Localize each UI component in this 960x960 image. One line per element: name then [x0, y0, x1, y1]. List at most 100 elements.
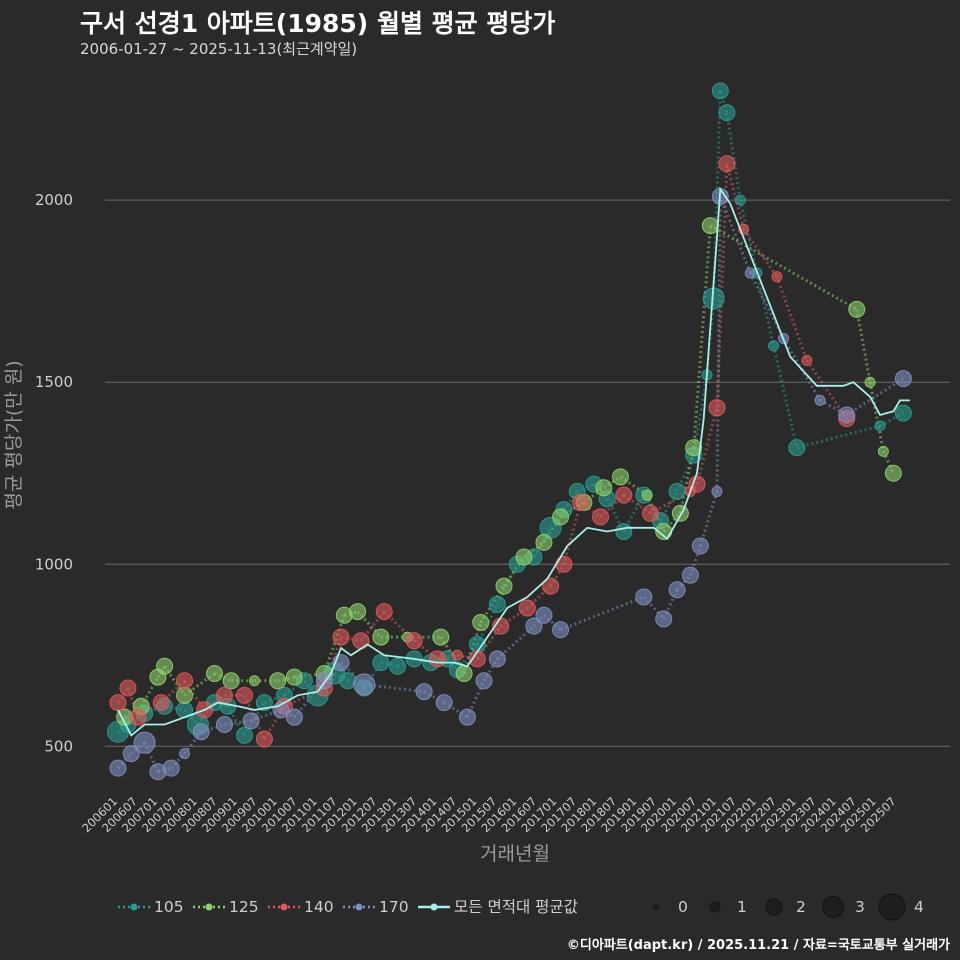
average-line [117, 186, 910, 737]
connector-105-44 [796, 424, 881, 450]
point-125-2020-11 [701, 217, 719, 235]
point-140-2012-02 [352, 632, 370, 650]
y-tick-500: 500 [44, 737, 73, 755]
y-tick-labels: 500 1000 1500 2000 [35, 191, 73, 755]
connector-105-36 [692, 374, 709, 456]
point-105-2021-04 [718, 104, 736, 122]
point-125-2010-01 [269, 672, 287, 690]
point-140-2006-01 [109, 694, 127, 712]
point-170-2007-05 [162, 759, 180, 777]
series-connectors [116, 90, 905, 774]
point-140-2007-09 [176, 672, 194, 690]
point-140-2011-08 [332, 628, 350, 646]
size-legend-label-4: 4 [914, 898, 924, 916]
connector-125-29 [692, 225, 712, 448]
point-170-2015-07 [488, 650, 506, 668]
point-125-2010-06 [285, 668, 303, 686]
y-tick-1000: 1000 [35, 555, 73, 573]
connector-140-32 [775, 276, 809, 361]
legend-dot-105 [130, 903, 138, 911]
point-105-2020-01 [668, 482, 686, 500]
point-140-2018-02 [592, 508, 610, 526]
point-170-2019-03 [635, 588, 653, 606]
y-tick-1500: 1500 [35, 373, 73, 391]
point-105-2013-01 [389, 657, 407, 675]
point-125-2019-04 [641, 489, 653, 501]
point-125-2015-02 [472, 614, 490, 632]
size-legend-circle-2 [765, 898, 783, 916]
point-170-2017-02 [552, 621, 570, 639]
legend-dot-170 [355, 903, 363, 911]
point-170-2006-09 [133, 731, 156, 754]
point-125-2020-06 [685, 439, 703, 457]
connector-140-22 [562, 501, 583, 565]
size-legend-circle-3 [822, 896, 844, 918]
point-140-2019-05 [641, 504, 659, 522]
point-125-2007-03 [156, 657, 174, 675]
connector-125-32 [868, 381, 885, 452]
point-170-2008-09 [215, 715, 233, 733]
point-140-2014-07 [451, 649, 463, 661]
point-170-2025-09 [894, 370, 912, 388]
point-125-2014-09 [455, 664, 473, 682]
legend-label-140: 140 [304, 898, 334, 916]
point-170-2021-01 [711, 485, 723, 497]
point-125-2020-02 [671, 504, 689, 522]
point-140-2012-09 [375, 603, 393, 621]
point-125-2012-01 [349, 603, 367, 621]
point-105-2021-02 [711, 82, 729, 100]
chart-title: 구서 선경1 아파트(1985) 월별 평균 평당가 [80, 9, 556, 38]
connector-105-39 [718, 90, 729, 114]
point-105-2011-10 [339, 672, 357, 690]
legend-dot-125 [205, 903, 213, 911]
connector-170-21 [542, 614, 562, 631]
point-125-2016-09 [535, 533, 553, 551]
point-170-2021-11 [744, 267, 756, 279]
point-170-2008-02 [192, 723, 210, 741]
point-170-2006-01 [109, 759, 127, 777]
point-170-2016-09 [535, 606, 553, 624]
point-105-2009-03 [235, 726, 253, 744]
point-170-2020-05 [681, 566, 699, 584]
x-tick-labels: 2006012006072007012007072008012008072009… [79, 794, 899, 835]
point-140-2009-03 [235, 686, 253, 704]
point-125-2009-06 [248, 675, 260, 687]
point-170-2019-09 [655, 610, 673, 628]
point-140-2009-09 [255, 730, 273, 748]
point-170-2023-08 [814, 394, 826, 406]
point-140-2023-04 [801, 354, 813, 366]
point-140-2021-01 [708, 399, 726, 417]
legend-label-105: 105 [154, 898, 184, 916]
size-legend-label-2: 2 [796, 898, 806, 916]
point-105-2012-08 [372, 654, 390, 672]
legend-label-모든 면적대 평균값: 모든 면적대 평균값 [454, 898, 578, 916]
point-105-2023-01 [788, 439, 806, 457]
connector-140-33 [805, 359, 849, 420]
point-140-2016-04 [518, 599, 536, 617]
point-140-2017-03 [555, 555, 573, 573]
connector-170-28 [715, 196, 722, 492]
point-170-2007-09 [179, 748, 191, 760]
point-140-2008-09 [215, 686, 233, 704]
point-125-2025-03 [877, 445, 889, 457]
legend: 105 125 140 170 모든 면적대 평균값 0 1 2 3 4 [118, 893, 924, 921]
point-105-2021-08 [734, 194, 746, 206]
x-axis-label: 거래년월 [480, 843, 550, 865]
point-105-2025-02 [874, 420, 886, 432]
connector-105-3 [144, 704, 166, 715]
connector-125-30 [709, 224, 858, 311]
point-125-2018-03 [595, 479, 613, 497]
point-140-2018-09 [615, 486, 633, 504]
point-140-2020-07 [688, 475, 706, 493]
connector-105-28 [562, 490, 579, 511]
point-170-2010-06 [285, 708, 303, 726]
y-axis-label: 평균 평당가(만 원) [3, 360, 25, 509]
point-170-2013-09 [415, 683, 433, 701]
point-125-2018-08 [611, 468, 629, 486]
connector-125-11 [322, 614, 346, 674]
average-line-layer [117, 186, 910, 737]
credit-footer: ©디아파트(dapt.kr) / 2025.11.21 / 자료=국토교통부 실… [566, 938, 950, 953]
point-105-2025-09 [894, 404, 912, 422]
point-140-2013-06 [405, 632, 423, 650]
